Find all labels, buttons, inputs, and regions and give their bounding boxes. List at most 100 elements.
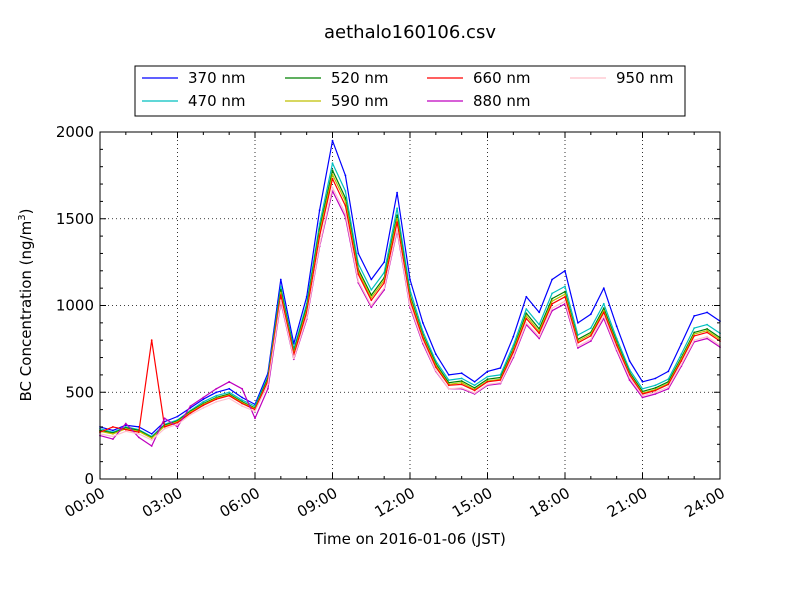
data-point <box>602 287 605 289</box>
data-point <box>525 312 528 315</box>
data-point <box>267 383 269 386</box>
data-point <box>564 285 566 288</box>
data-point <box>538 335 541 338</box>
data-point <box>112 433 114 435</box>
data-point <box>331 169 334 172</box>
data-point <box>370 306 373 309</box>
data-point <box>215 398 218 401</box>
legend-item: 370 nm <box>142 69 246 87</box>
data-point <box>654 387 657 389</box>
data-point <box>279 285 282 288</box>
data-point <box>447 384 450 387</box>
data-point <box>189 413 192 416</box>
data-point <box>357 280 360 283</box>
legend-item: 950 nm <box>570 69 674 87</box>
data-point <box>344 200 347 203</box>
legend-item: 470 nm <box>142 92 246 110</box>
data-point <box>396 207 398 210</box>
data-point <box>551 297 553 300</box>
legend: 370 nm 470 nm 520 nm 590 nm 660 nm 880 nm 950 … <box>134 65 686 117</box>
data-point <box>124 430 127 433</box>
data-point <box>460 380 463 382</box>
data-point <box>150 339 153 342</box>
data-point <box>654 389 657 392</box>
data-point <box>202 398 205 401</box>
data-point <box>357 252 360 255</box>
data-point <box>241 402 244 405</box>
data-point <box>551 300 553 303</box>
data-point <box>202 396 205 399</box>
data-point <box>318 209 321 212</box>
data-point <box>564 290 566 293</box>
data-point <box>680 360 683 362</box>
y-tick-label: 1000 <box>56 297 94 315</box>
data-point <box>318 235 321 238</box>
data-point <box>641 387 644 390</box>
data-point <box>318 243 321 246</box>
data-point <box>460 381 463 384</box>
data-point <box>564 293 566 296</box>
data-point <box>434 366 437 368</box>
data-point <box>124 428 127 431</box>
data-point <box>577 345 579 348</box>
data-point <box>641 394 644 397</box>
data-point <box>331 162 334 165</box>
data-point <box>124 422 127 425</box>
y-tick-label: 500 <box>65 383 94 401</box>
data-point <box>577 322 579 324</box>
data-point <box>667 378 670 381</box>
data-point <box>538 311 541 314</box>
data-point <box>512 354 515 357</box>
data-point <box>628 360 631 362</box>
data-point <box>589 335 592 337</box>
data-point <box>228 391 231 394</box>
data-point <box>615 337 618 340</box>
data-point <box>305 295 308 298</box>
data-point <box>706 331 708 334</box>
data-point <box>654 377 657 380</box>
legend-label: 660 nm <box>473 69 531 87</box>
data-point <box>228 387 231 390</box>
grid <box>100 132 720 479</box>
data-point <box>706 335 708 338</box>
y-tick-labels: 0 500 1000 1500 2000 <box>56 123 94 488</box>
data-point <box>473 380 476 383</box>
data-point <box>525 315 528 317</box>
data-point <box>370 278 373 281</box>
data-point <box>241 387 244 390</box>
data-point <box>693 333 696 335</box>
data-point <box>292 357 295 360</box>
data-point <box>228 380 231 383</box>
data-point <box>254 410 256 413</box>
data-point <box>706 323 708 326</box>
data-point <box>434 369 437 372</box>
data-point <box>176 421 179 424</box>
data-point <box>693 335 696 337</box>
legend-box <box>134 65 686 117</box>
data-point <box>641 380 644 383</box>
data-point <box>680 363 683 366</box>
legend-label: 950 nm <box>616 69 674 87</box>
data-point <box>370 289 373 291</box>
data-point <box>460 372 463 375</box>
data-point <box>538 332 541 335</box>
legend-label: 880 nm <box>473 92 531 110</box>
data-point <box>551 292 553 295</box>
data-point <box>602 302 605 305</box>
y-axis-label-superscript: 3 <box>17 214 28 220</box>
data-point <box>112 429 114 432</box>
data-point <box>176 415 179 418</box>
data-point <box>525 295 528 298</box>
data-point <box>344 204 347 207</box>
data-point <box>473 387 476 389</box>
data-point <box>667 383 670 386</box>
data-point <box>473 384 476 387</box>
data-point <box>602 309 605 312</box>
data-point <box>383 261 386 263</box>
y-axis-label-main: BC Concentration (ng/m <box>17 221 35 402</box>
data-point <box>538 323 541 326</box>
data-point <box>486 370 489 373</box>
data-point <box>667 370 670 373</box>
data-point <box>344 212 347 215</box>
